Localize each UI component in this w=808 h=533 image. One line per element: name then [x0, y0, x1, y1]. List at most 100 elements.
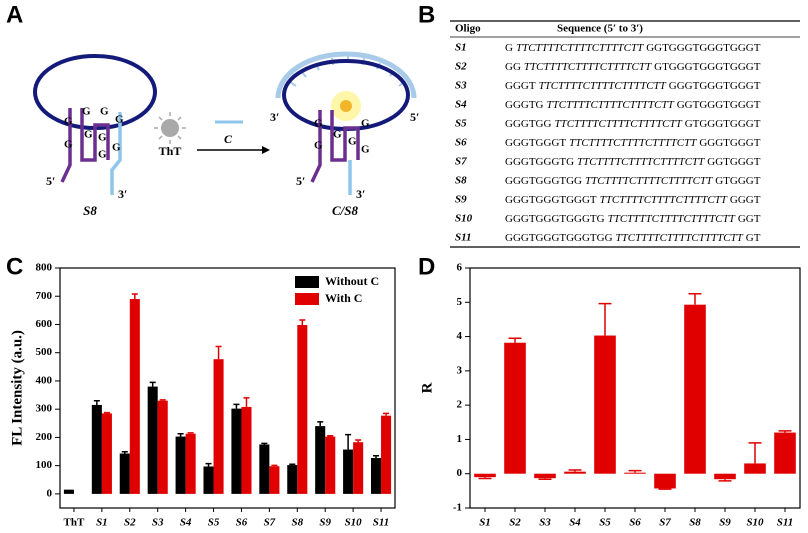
seq-part: GT	[746, 232, 761, 244]
x-tick-label: S10	[345, 517, 363, 529]
error-bar	[205, 462, 212, 467]
label: C/S8	[332, 203, 359, 218]
error-bar	[317, 421, 324, 427]
base: G	[100, 106, 109, 118]
seq-part: GG	[505, 61, 521, 73]
oligo: S4	[455, 99, 467, 111]
error-bar	[215, 345, 222, 360]
bar	[381, 415, 392, 494]
error-bar	[271, 464, 278, 467]
end-label: 5′	[410, 110, 419, 124]
x-tick-label: S3	[152, 517, 164, 529]
chart: -1 0 1 2 3 4 5 6 R S1 S2 S3 S4 S5 S6 S7 S8 S9 S10 S11	[419, 262, 801, 529]
error-bar	[383, 412, 390, 416]
error-bar	[718, 479, 732, 482]
bar	[654, 473, 676, 489]
seq-part: GGT	[738, 213, 761, 225]
error-bar	[568, 469, 582, 472]
bar	[269, 466, 280, 494]
y-tick-label: 4	[457, 330, 463, 342]
strand	[110, 112, 122, 195]
plot-frame	[59, 267, 396, 509]
oligo: S9	[455, 194, 467, 206]
bar	[774, 432, 796, 474]
x-tick-label: S7	[659, 517, 671, 529]
seq-part: GTGGGTGGGT	[685, 118, 761, 130]
x-tick-label: S4	[569, 517, 581, 529]
bar	[297, 325, 308, 494]
x-tick-label: ThT	[64, 517, 85, 529]
sequence: GGGTGGGTG TTCTTTTCTTTTCTTTTCTT GGTGGGT	[505, 156, 761, 168]
label: S8	[83, 203, 97, 218]
error-bar	[121, 451, 128, 454]
seq-part: TTCTTTTCTTTTCTTTTCTT	[547, 99, 675, 111]
seq-part: TTCTTTTCTTTTCTTTTCTT	[516, 42, 644, 54]
seq-part: TTCTTTTCTTTTCTTTTCTT	[608, 213, 736, 225]
legend-swatch	[295, 276, 319, 288]
error-bar	[373, 455, 380, 459]
y-axis-label: R	[419, 382, 435, 393]
bar	[315, 426, 326, 494]
bar	[714, 473, 736, 480]
x-tick-label: S9	[719, 517, 731, 529]
end-label: 5′	[296, 174, 305, 188]
bar	[175, 436, 186, 494]
seq-part: GGGTGG	[505, 118, 551, 130]
bar	[744, 463, 766, 474]
sequence: GGGTGGGTGGGTGG TTCTTTTCTTTTCTTTTCTT GT	[505, 232, 761, 244]
chart: 0 100 200 300 400 500 600 700 800 FL Intensity (a…	[9, 262, 396, 529]
seq-part: GGGTGGGTGGGTGG	[505, 232, 613, 244]
x-tick-label: S9	[319, 517, 331, 529]
seq-part: GGGTGGGTG	[505, 156, 574, 168]
base: G	[64, 139, 73, 151]
bar	[370, 458, 382, 494]
x-tick-label: S11	[373, 517, 390, 529]
error-bar	[187, 432, 194, 434]
c-strand	[275, 51, 417, 99]
y-tick-label: -1	[453, 502, 462, 514]
base: G	[314, 118, 323, 130]
bar	[534, 473, 556, 479]
x-tick-label: S5	[208, 517, 220, 529]
y-tick-label: 6	[457, 262, 463, 274]
x-tick-label: S4	[180, 517, 192, 529]
bar	[203, 466, 214, 494]
base: G	[82, 106, 91, 118]
seq-part: TTCTTTTCTTTTCTTTTCTT	[554, 118, 682, 130]
seq-part: GTGGGT	[715, 175, 760, 187]
y-tick-label: 300	[36, 403, 53, 415]
x-tick-label: S1	[96, 517, 108, 529]
seq-part: TTCTTTTCTTTTCTTTTCTT	[569, 137, 697, 149]
x-tick-label: S5	[599, 517, 611, 529]
panel-label: A	[6, 1, 23, 28]
bar	[353, 442, 364, 494]
end-label: 3′	[118, 187, 127, 201]
y-tick-label: 600	[36, 318, 53, 330]
bar	[101, 413, 112, 494]
bar	[241, 406, 252, 494]
label: C	[224, 132, 233, 146]
x-tick-label: S8	[291, 517, 303, 529]
x-tick-label: S11	[777, 517, 794, 529]
error-bar	[103, 411, 110, 414]
bar	[474, 473, 496, 478]
base: G	[348, 136, 357, 148]
y-tick-label: 200	[36, 431, 53, 443]
column-header: Sequence (5′ to 3′)	[557, 23, 643, 35]
y-tick-label: 500	[36, 346, 53, 358]
oligo: S11	[455, 232, 472, 244]
seq-part: TTCTTTTCTTTTCTTTTCTT	[577, 156, 705, 168]
error-bar	[778, 430, 792, 433]
error-bar	[159, 399, 166, 401]
y-tick-label: 5	[457, 296, 463, 308]
base: G	[361, 118, 370, 130]
panel-label: C	[6, 253, 23, 280]
error-bar	[355, 439, 362, 443]
strand	[80, 108, 110, 162]
x-tick-label: S1	[479, 517, 491, 529]
base: G	[333, 129, 342, 141]
error-bar	[243, 397, 250, 407]
error-bar	[688, 292, 702, 305]
y-axis-label: FL Intensity (a.u.)	[9, 330, 25, 446]
